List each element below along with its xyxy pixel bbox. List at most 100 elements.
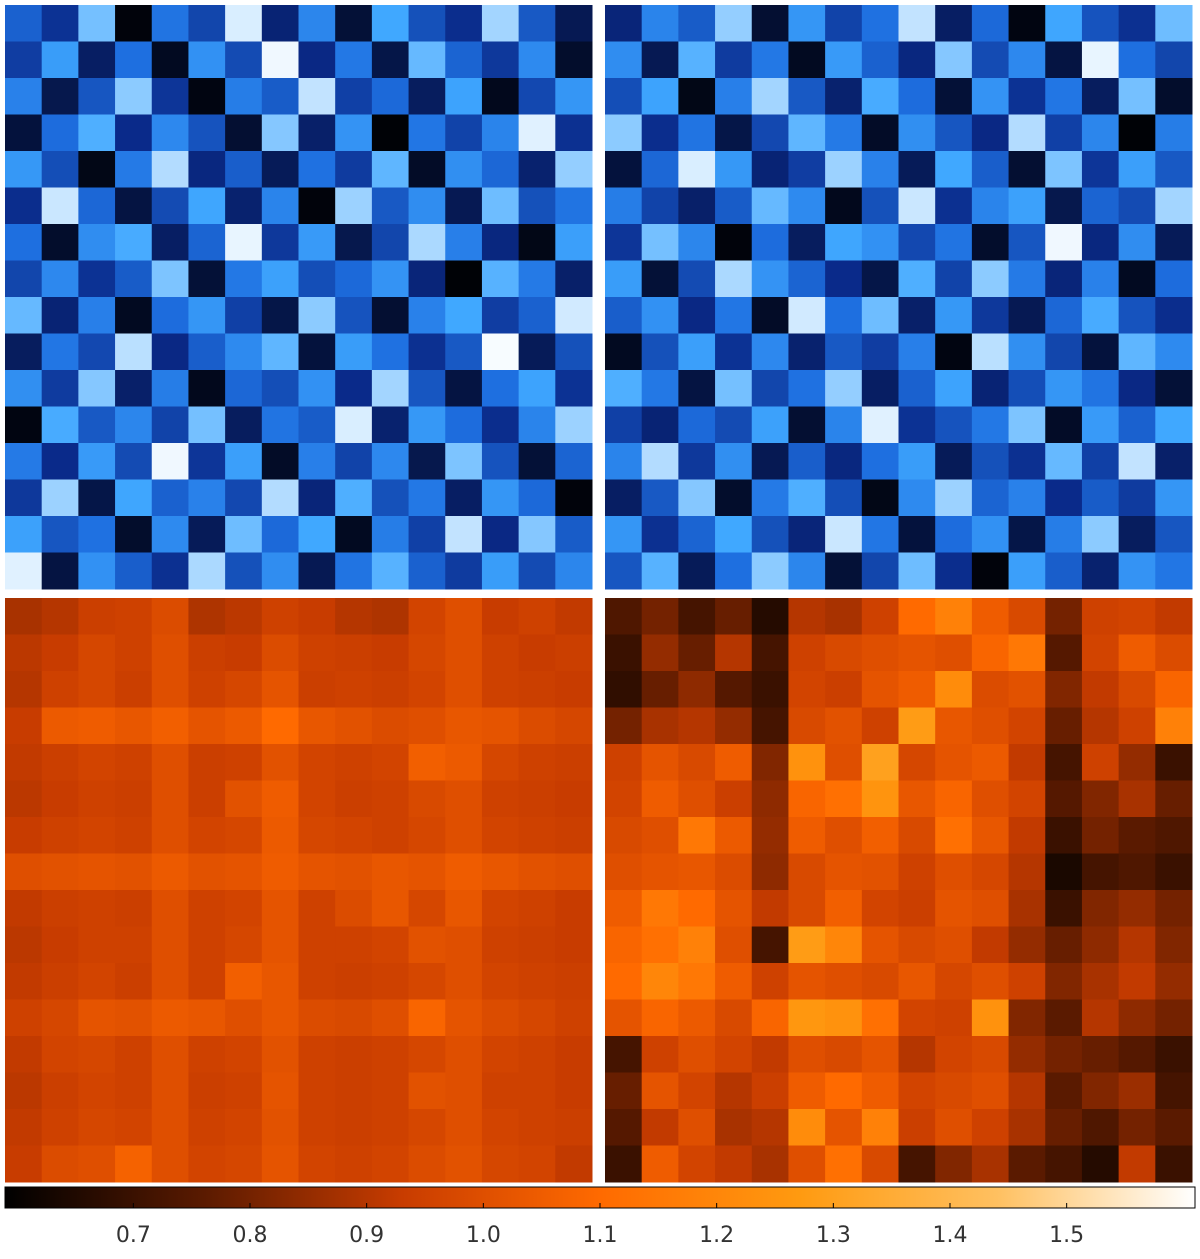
heatmap-cell: [445, 926, 483, 964]
heatmap-cell: [78, 671, 116, 708]
heatmap-cell: [445, 671, 483, 708]
heatmap-cell: [555, 1109, 593, 1146]
heatmap-cell: [445, 1145, 483, 1183]
heatmap-cell: [1081, 890, 1120, 927]
heatmap-cell: [605, 114, 643, 152]
heatmap-cell: [715, 1072, 753, 1110]
heatmap-cell: [481, 744, 520, 781]
heatmap-cell: [825, 707, 863, 745]
heatmap-cell: [605, 744, 643, 781]
heatmap-cell: [935, 333, 973, 371]
heatmap-cell: [1008, 1072, 1046, 1110]
heatmap-cell: [935, 224, 973, 261]
heatmap-cell: [1118, 333, 1156, 371]
heatmap-cell: [1118, 1145, 1156, 1183]
heatmap-cell: [715, 479, 753, 517]
heatmap-cell: [898, 260, 936, 298]
heatmap-cell: [641, 260, 679, 298]
heatmap-cell: [5, 370, 43, 407]
heatmap-cell: [1008, 552, 1046, 590]
heatmap-cell: [1155, 479, 1193, 517]
heatmap-cell: [751, 817, 789, 854]
heatmap-cell: [481, 853, 520, 891]
heatmap-cell: [78, 853, 116, 891]
heatmap-cell: [41, 780, 79, 818]
heatmap-cell: [1118, 890, 1156, 927]
heatmap-cell: [971, 963, 1010, 1000]
heatmap-cell: [188, 926, 226, 964]
heatmap-cell: [518, 999, 556, 1037]
heatmap-cell: [555, 114, 593, 152]
heatmap-cell: [861, 780, 899, 818]
heatmap-cell: [335, 516, 373, 553]
heatmap-cell: [41, 853, 79, 891]
heatmap-cell: [115, 1109, 153, 1146]
heatmap-cell: [408, 780, 446, 818]
heatmap-cell: [481, 479, 520, 517]
heatmap-cell: [788, 5, 826, 42]
heatmap-cell: [151, 297, 189, 334]
heatmap-cell: [861, 890, 899, 927]
heatmap-cell: [188, 1036, 226, 1073]
heatmap-cell: [971, 443, 1010, 480]
heatmap-cell: [898, 41, 936, 79]
heatmap-cell: [678, 187, 716, 225]
heatmap-cell: [751, 297, 789, 334]
heatmap-cell: [555, 5, 593, 42]
heatmap-cell: [518, 78, 556, 115]
heatmap-cell: [641, 671, 679, 708]
heatmap-cell: [1155, 78, 1193, 115]
heatmap-cell: [445, 963, 483, 1000]
heatmap-cell: [788, 224, 826, 261]
heatmap-cell: [1081, 370, 1120, 407]
heatmap-cell: [641, 634, 679, 672]
heatmap-cell: [605, 406, 643, 444]
heatmap-cell: [518, 598, 556, 635]
heatmap-cell: [115, 333, 153, 371]
heatmap-cell: [935, 1036, 973, 1073]
heatmap-cell: [298, 5, 336, 42]
heatmap-cell: [605, 634, 643, 672]
heatmap-cell: [641, 780, 679, 818]
heatmap-cell: [555, 41, 593, 79]
heatmap-cell: [898, 1145, 936, 1183]
heatmap-cell: [678, 707, 716, 745]
heatmap-cell: [641, 41, 679, 79]
heatmap-cell: [1118, 260, 1156, 298]
heatmap-cell: [751, 926, 789, 964]
heatmap-cell: [1081, 963, 1120, 1000]
heatmap-cell: [151, 406, 189, 444]
heatmap-cell: [5, 406, 43, 444]
heatmap-cell: [1155, 297, 1193, 334]
heatmap-cell: [788, 671, 826, 708]
heatmap-cell: [518, 370, 556, 407]
heatmap-cell: [861, 671, 899, 708]
heatmap-cell: [751, 443, 789, 480]
heatmap-cell: [715, 634, 753, 672]
heatmap-cell: [335, 671, 373, 708]
heatmap-cell: [41, 443, 79, 480]
heatmap-cell: [408, 333, 446, 371]
heatmap-cell: [555, 479, 593, 517]
heatmap-cell: [1118, 853, 1156, 891]
heatmap-cell: [1118, 224, 1156, 261]
heatmap-cell: [641, 333, 679, 371]
heatmap-cell: [825, 260, 863, 298]
heatmap-cell: [335, 370, 373, 407]
heatmap-cell: [641, 187, 679, 225]
heatmap-cell: [1008, 926, 1046, 964]
heatmap-cell: [861, 853, 899, 891]
heatmap-cell: [298, 1145, 336, 1183]
heatmap-cell: [1081, 1036, 1120, 1073]
heatmap-cell: [408, 5, 446, 42]
heatmap-cell: [445, 552, 483, 590]
heatmap-cell: [641, 926, 679, 964]
heatmap-cell: [335, 552, 373, 590]
heatmap-cell: [151, 78, 189, 115]
heatmap-cell: [151, 1145, 189, 1183]
colorbar-tick-label: 1.4: [933, 1223, 968, 1248]
heatmap-cell: [678, 999, 716, 1037]
heatmap-cell: [1045, 853, 1083, 891]
heatmap-cell: [641, 78, 679, 115]
heatmap-cell: [445, 780, 483, 818]
